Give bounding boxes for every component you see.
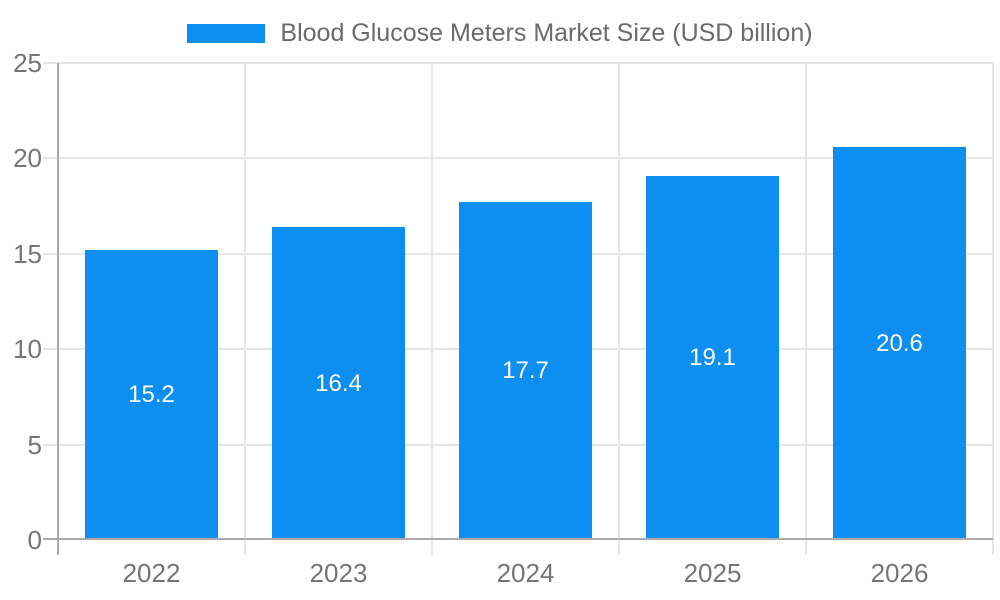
bar[interactable]: 20.6: [833, 147, 966, 540]
chart-title: Blood Glucose Meters Market Size (USD bi…: [280, 18, 813, 47]
x-axis-label: 2024: [496, 558, 555, 588]
gridline-vertical: [244, 63, 246, 555]
bar-value-label: 15.2: [128, 381, 175, 408]
y-axis-tick: [43, 444, 58, 446]
legend-item[interactable]: Blood Glucose Meters Market Size (USD bi…: [0, 14, 1000, 52]
y-axis-tick: [43, 157, 58, 159]
plot-area: 0 5 10 15 20 25 15.2 16.4 17.7 19.1 20.6 2022 2023 20…: [13, 49, 994, 587]
y-axis-label: 10: [13, 334, 42, 364]
x-axis-label: 2023: [309, 558, 368, 588]
gridline-vertical: [431, 63, 433, 555]
gridline-vertical: [618, 63, 620, 555]
y-axis-tick: [43, 62, 58, 64]
gridline-vertical: [992, 63, 994, 555]
y-axis-label: 0: [27, 525, 42, 555]
gridline-horizontal: [58, 157, 993, 159]
y-axis-tick: [43, 348, 58, 350]
bar[interactable]: 19.1: [646, 176, 779, 540]
gridline-vertical: [805, 63, 807, 555]
gridline-horizontal: [58, 62, 993, 64]
bar-value-label: 17.7: [502, 357, 549, 384]
x-axis-label: 2025: [683, 558, 742, 588]
bar[interactable]: 15.2: [85, 250, 218, 540]
y-axis-label: 20: [13, 143, 42, 173]
y-axis-label: 15: [13, 239, 42, 269]
bar-value-label: 19.1: [689, 344, 736, 371]
y-axis-tick: [43, 253, 58, 255]
x-axis-label: 2022: [122, 558, 181, 588]
y-axis-label: 25: [13, 48, 42, 78]
x-axis-label: 2026: [870, 558, 929, 588]
x-axis-baseline: [43, 538, 993, 540]
bar-value-label: 20.6: [876, 330, 923, 357]
bar[interactable]: 17.7: [459, 202, 592, 540]
bar[interactable]: 16.4: [272, 227, 405, 540]
y-axis-line: [57, 63, 59, 555]
bar-value-label: 16.4: [315, 370, 362, 397]
legend-swatch-icon: [187, 23, 266, 43]
y-axis-label: 5: [27, 430, 42, 460]
